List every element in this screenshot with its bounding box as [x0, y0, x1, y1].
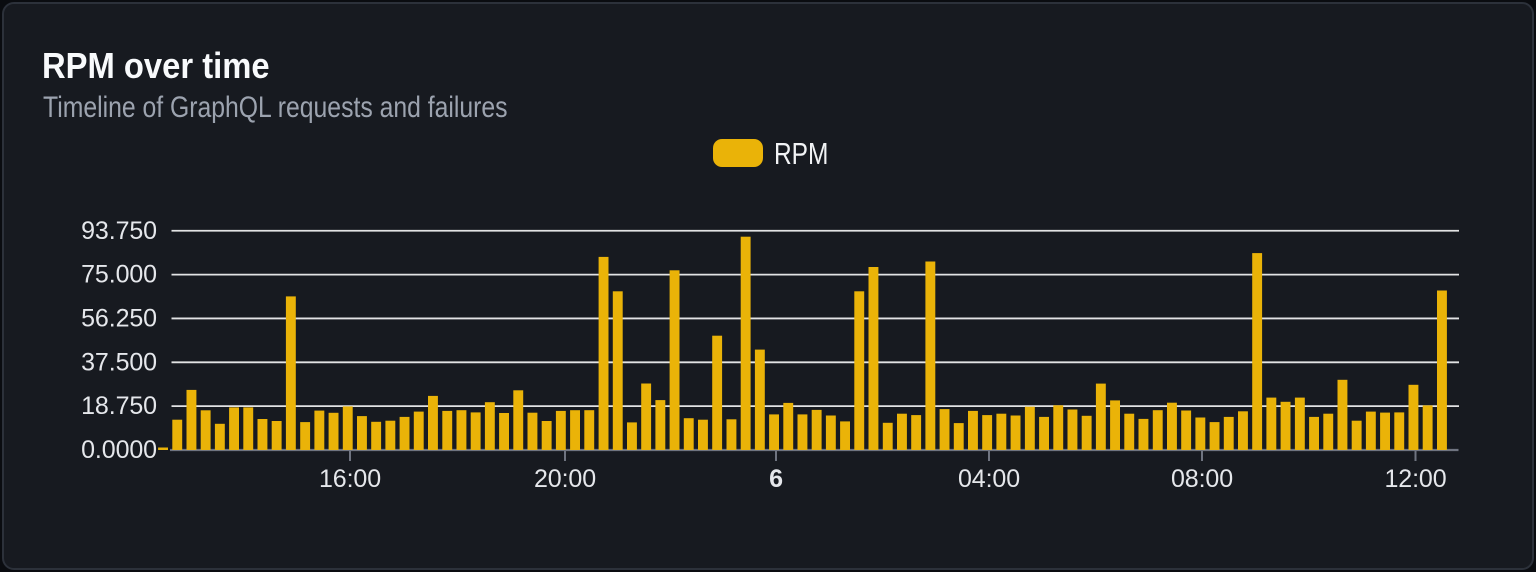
- svg-text:16:00: 16:00: [319, 465, 381, 493]
- svg-text:08:00: 08:00: [1171, 465, 1233, 493]
- svg-text:12:00: 12:00: [1384, 465, 1446, 493]
- svg-text:75.000: 75.000: [81, 261, 157, 289]
- svg-text:20:00: 20:00: [534, 465, 596, 493]
- svg-text:04:00: 04:00: [958, 465, 1020, 493]
- svg-text:18.750: 18.750: [81, 392, 157, 420]
- svg-text:37.500: 37.500: [81, 348, 157, 376]
- svg-text:6: 6: [769, 465, 783, 493]
- svg-text:93.750: 93.750: [81, 217, 157, 245]
- svg-text:0.0000: 0.0000: [81, 436, 157, 464]
- svg-text:56.250: 56.250: [81, 304, 157, 332]
